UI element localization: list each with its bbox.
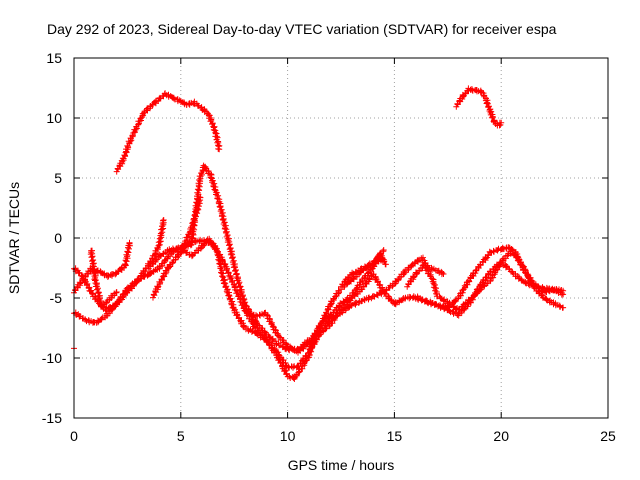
y-axis-ticks: -15 -10 -5 0 5 10 15 (42, 50, 608, 426)
y-tick-label: -10 (42, 350, 62, 366)
marker-trail-arc-m (412, 244, 567, 311)
x-tick-label: 15 (387, 428, 403, 444)
series-arc-c (71, 239, 133, 296)
marker-trail-arc-k (338, 256, 387, 290)
y-tick-label: 5 (54, 170, 62, 186)
chart-title: Day 292 of 2023, Sidereal Day-to-day VTE… (47, 21, 557, 37)
x-tick-label: 25 (600, 428, 616, 444)
series-arc-g (145, 236, 389, 382)
y-tick-label: 10 (46, 110, 62, 126)
series-arc-a (113, 90, 223, 175)
marker-trail-arc-g (145, 236, 389, 382)
x-axis-label: GPS time / hours (288, 457, 395, 473)
y-axis-label: SDTVAR / TECUs (6, 182, 22, 294)
x-tick-label: 0 (70, 428, 78, 444)
data-points (71, 85, 567, 382)
series-arc-n (453, 85, 505, 129)
y-tick-label: -15 (42, 410, 62, 426)
marker-trail-arc-e (87, 247, 120, 310)
marker-trail-arc-n (453, 85, 505, 129)
series-arc-k (338, 256, 387, 290)
y-tick-label: -5 (50, 290, 63, 306)
grid (74, 58, 608, 418)
x-tick-label: 10 (280, 428, 296, 444)
marker-trail-arc-c (71, 239, 133, 296)
marker-trail-arc-a (113, 90, 223, 175)
x-axis-ticks: 0 5 10 15 20 25 (70, 58, 616, 444)
y-tick-label: 15 (46, 50, 62, 66)
series-arc-m (412, 244, 567, 311)
y-tick-label: 0 (54, 230, 62, 246)
x-tick-label: 5 (177, 428, 185, 444)
series-arc-e (87, 247, 120, 310)
x-tick-label: 20 (493, 428, 509, 444)
